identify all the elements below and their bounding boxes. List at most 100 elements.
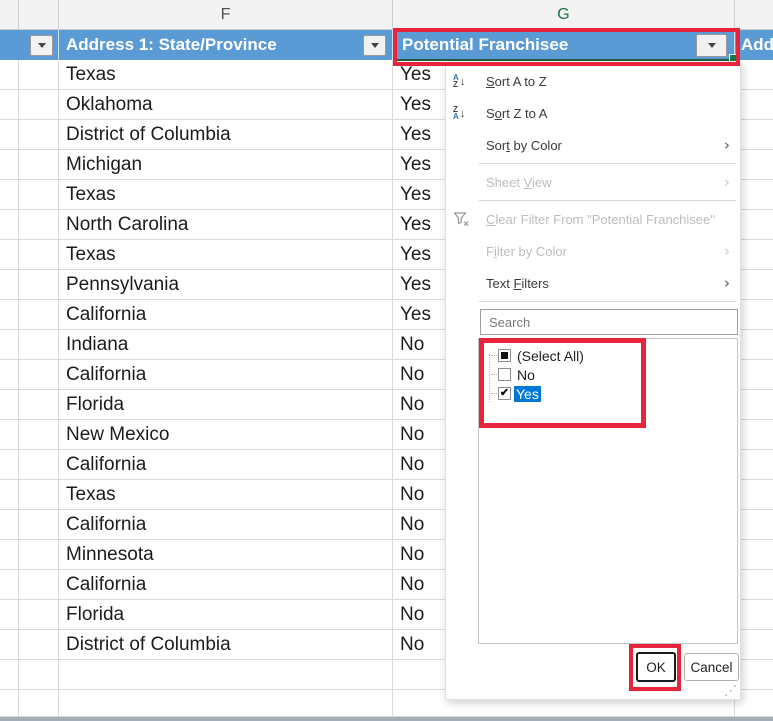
header-cell-partial: [0, 30, 19, 60]
menu-separator: [479, 163, 736, 164]
menu-item-sort-z-to-a[interactable]: Z A ↓ Sort Z to A: [446, 97, 740, 129]
state-cell[interactable]: Texas: [59, 180, 393, 209]
empty-cell[interactable]: [19, 300, 59, 329]
empty-cell[interactable]: [19, 150, 59, 179]
empty-cell[interactable]: [0, 330, 19, 359]
state-cell[interactable]: Texas: [59, 240, 393, 269]
cancel-button[interactable]: Cancel: [684, 653, 739, 681]
empty-cell[interactable]: [0, 570, 19, 599]
header-cell-next-partial: Add: [735, 30, 773, 60]
state-cell[interactable]: California: [59, 570, 393, 599]
empty-cell[interactable]: [0, 420, 19, 449]
empty-cell[interactable]: [19, 240, 59, 269]
menu-separator: [479, 301, 736, 302]
empty-cell[interactable]: [0, 510, 19, 539]
empty-cell[interactable]: [19, 390, 59, 419]
checked-checkbox[interactable]: ✔: [498, 387, 511, 400]
empty-cell[interactable]: [0, 630, 19, 659]
empty-cell[interactable]: [19, 120, 59, 149]
empty-cell[interactable]: [19, 690, 59, 716]
state-cell[interactable]: Oklahoma: [59, 90, 393, 119]
empty-cell[interactable]: [19, 360, 59, 389]
filter-value-item-yes[interactable]: ✔ Yes: [491, 384, 737, 403]
state-cell[interactable]: Minnesota: [59, 540, 393, 569]
state-cell[interactable]: District of Columbia: [59, 120, 393, 149]
state-cell[interactable]: North Carolina: [59, 210, 393, 239]
menu-item-sort-by-color[interactable]: Sort by Color ›: [446, 129, 740, 161]
empty-cell[interactable]: [19, 630, 59, 659]
empty-cell[interactable]: [0, 360, 19, 389]
empty-cell[interactable]: [0, 270, 19, 299]
empty-cell[interactable]: [0, 150, 19, 179]
empty-cell[interactable]: [19, 540, 59, 569]
column-letter-g[interactable]: G: [393, 0, 735, 29]
empty-cell[interactable]: [19, 180, 59, 209]
menu-item-label: Sheet View: [486, 174, 552, 190]
state-cell[interactable]: Texas: [59, 480, 393, 509]
table-header-row: Address 1: State/Province Potential Fran…: [0, 30, 773, 60]
empty-cell[interactable]: [19, 660, 59, 689]
filter-dropdown-button-franchisee[interactable]: [696, 34, 727, 57]
indeterminate-checkbox[interactable]: [498, 349, 511, 362]
filter-dropdown-button-e[interactable]: [30, 35, 53, 56]
empty-cell[interactable]: [19, 450, 59, 479]
search-input[interactable]: [480, 309, 738, 335]
filter-value-item-no[interactable]: No: [491, 365, 737, 384]
empty-cell[interactable]: [0, 600, 19, 629]
empty-cell[interactable]: [0, 390, 19, 419]
empty-cell[interactable]: [0, 540, 19, 569]
empty-cell[interactable]: [19, 480, 59, 509]
state-cell[interactable]: California: [59, 450, 393, 479]
checkbox-items: (Select All) No ✔ Yes: [491, 346, 737, 403]
state-cell[interactable]: Michigan: [59, 150, 393, 179]
state-column-title: Address 1: State/Province: [66, 35, 277, 54]
column-letter-f[interactable]: F: [59, 0, 393, 29]
empty-cell[interactable]: [19, 570, 59, 599]
empty-cell[interactable]: [0, 90, 19, 119]
state-cell[interactable]: California: [59, 300, 393, 329]
empty-cell[interactable]: [0, 60, 19, 89]
column-letter-h[interactable]: [735, 0, 773, 29]
filter-dropdown-button-state[interactable]: [363, 35, 386, 56]
state-cell[interactable]: Florida: [59, 390, 393, 419]
empty-cell[interactable]: [0, 480, 19, 509]
menu-item-label: Sort A to Z: [486, 73, 547, 89]
unchecked-checkbox[interactable]: [498, 368, 511, 381]
filter-menu-items: A Z ↓ Sort A to Z Z A ↓ Sort Z to A Sort by Colo…: [446, 65, 740, 302]
state-cell[interactable]: Florida: [59, 600, 393, 629]
empty-cell[interactable]: [0, 180, 19, 209]
ok-button[interactable]: OK: [636, 652, 676, 682]
empty-cell[interactable]: [19, 600, 59, 629]
resize-grip-icon[interactable]: ⋰: [724, 683, 737, 698]
state-cell[interactable]: [59, 690, 393, 716]
empty-cell[interactable]: [0, 450, 19, 479]
state-cell[interactable]: California: [59, 360, 393, 389]
state-cell[interactable]: New Mexico: [59, 420, 393, 449]
menu-item-sort-a-to-z[interactable]: A Z ↓ Sort A to Z: [446, 65, 740, 97]
column-letter-partial[interactable]: [0, 0, 19, 29]
franchisee-cell[interactable]: [393, 690, 735, 716]
empty-cell[interactable]: [19, 60, 59, 89]
empty-cell[interactable]: [19, 330, 59, 359]
empty-cell[interactable]: [0, 120, 19, 149]
state-cell[interactable]: District of Columbia: [59, 630, 393, 659]
column-letter-e[interactable]: [19, 0, 59, 29]
menu-item-text-filters[interactable]: Text Filters ›: [446, 267, 740, 299]
state-cell[interactable]: [59, 660, 393, 689]
empty-cell[interactable]: [0, 300, 19, 329]
empty-cell[interactable]: [0, 210, 19, 239]
empty-cell[interactable]: [19, 420, 59, 449]
state-cell[interactable]: Pennsylvania: [59, 270, 393, 299]
submenu-chevron-icon: ›: [724, 274, 730, 292]
empty-cell[interactable]: [0, 690, 19, 716]
empty-cell[interactable]: [19, 270, 59, 299]
state-cell[interactable]: Indiana: [59, 330, 393, 359]
empty-cell[interactable]: [19, 510, 59, 539]
state-cell[interactable]: California: [59, 510, 393, 539]
empty-cell[interactable]: [19, 90, 59, 119]
empty-cell[interactable]: [19, 210, 59, 239]
state-cell[interactable]: Texas: [59, 60, 393, 89]
empty-cell[interactable]: [0, 660, 19, 689]
empty-cell[interactable]: [0, 240, 19, 269]
filter-value-item-selectall[interactable]: (Select All): [491, 346, 737, 365]
